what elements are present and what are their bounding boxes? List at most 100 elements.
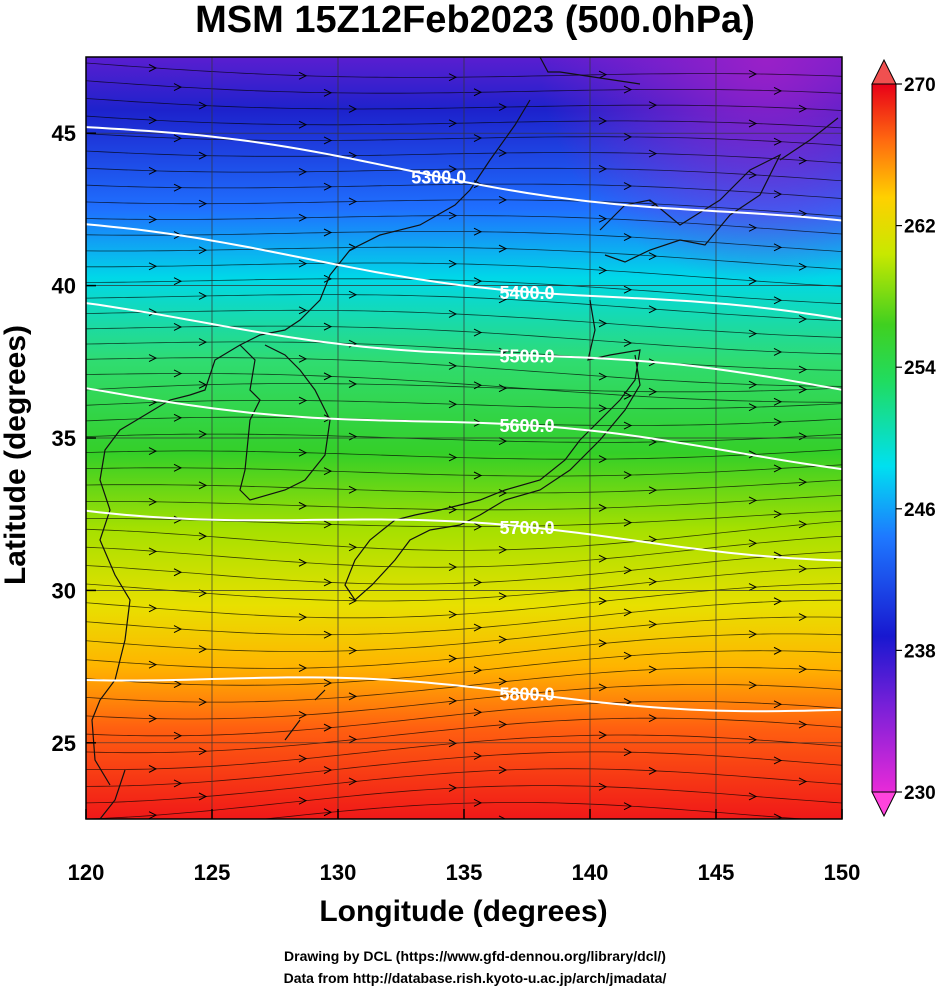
wind-arrow [348, 777, 358, 786]
wind-arrow [648, 437, 658, 446]
wind-arrow [323, 723, 333, 732]
wind-arrow [598, 597, 608, 605]
wind-arrow [348, 543, 358, 552]
y-axis-label: Latitude (degrees) [0, 324, 32, 586]
contour-line [86, 126, 842, 222]
coastline-taiwan [99, 769, 126, 819]
wind-arrow [748, 539, 758, 548]
coastline-china [91, 394, 191, 786]
wind-arrow [298, 501, 308, 510]
wind-arrow [148, 64, 158, 72]
wind-arrow [473, 134, 483, 142]
colorbar-tick-label: 270 [904, 75, 936, 96]
wind-arrow [773, 397, 783, 406]
wind-arrow [648, 149, 658, 158]
wind-arrow [173, 183, 183, 192]
wind-arrow [173, 277, 183, 286]
wind-arrow [773, 86, 783, 95]
colorbar-tick-label: 254 [904, 358, 936, 379]
wind-arrow [148, 497, 158, 506]
wind-arrow [498, 720, 508, 729]
wind-arrow [648, 577, 658, 586]
wind-arrow [198, 481, 208, 490]
wind-arrow [798, 564, 808, 573]
wind-arrow [198, 532, 208, 541]
wind-arrow [773, 243, 783, 252]
streamline [471, 818, 509, 819]
wind-arrow [748, 681, 758, 690]
coastline-hokkaido [599, 153, 782, 263]
wind-arrow [148, 604, 158, 613]
wind-arrow [323, 274, 333, 283]
wind-arrow [448, 654, 458, 663]
wind-arrow [298, 796, 308, 805]
wind-arrow [748, 329, 758, 338]
wind-arrow [173, 463, 183, 472]
coastline-kurils [779, 117, 839, 161]
wind-arrow [348, 646, 358, 655]
wind-arrow [498, 384, 508, 393]
wind-arrow [798, 720, 808, 729]
wind-arrow [498, 295, 508, 304]
wind-arrow [198, 430, 208, 439]
wind-arrow [323, 578, 333, 587]
wind-arrow [498, 148, 508, 157]
wind-arrow [448, 361, 458, 370]
contour-line [86, 509, 842, 562]
wind-arrow [598, 404, 608, 413]
wind-arrow [648, 766, 658, 775]
wind-arrow [198, 747, 208, 756]
wind-arrow [598, 70, 608, 79]
y-axis: 25 30 35 40 45 [52, 121, 96, 756]
wind-arrow [298, 448, 308, 457]
contour-line [86, 223, 842, 321]
wind-arrow [748, 70, 758, 78]
wind-arrow [148, 811, 158, 819]
wind-arrow [748, 119, 758, 128]
wind-arrow [498, 244, 508, 253]
y-tick-label: 35 [52, 426, 76, 451]
wind-arrow [198, 101, 208, 110]
wind-arrow [323, 630, 333, 639]
contour-label: 5400.0 [499, 283, 554, 303]
wind-arrow [473, 522, 483, 531]
wind-arrow [448, 563, 458, 572]
wind-arrow [623, 566, 633, 575]
colorbar-tick-label: 230 [904, 783, 936, 804]
wind-arrow [498, 815, 507, 819]
x-tick-label: 120 [68, 860, 105, 885]
wind-arrow [448, 259, 458, 268]
wind-arrow [148, 262, 158, 271]
x-axis-label: Longitude (degrees) [319, 895, 608, 928]
colorbar-scale [871, 83, 897, 793]
wind-arrow [298, 664, 308, 672]
wind-arrow [598, 731, 608, 740]
wind-arrow [773, 597, 783, 606]
wind-arrow [799, 834, 806, 841]
wind-arrow [148, 354, 158, 363]
wind-arrow [173, 83, 183, 92]
wind-arrow [598, 319, 608, 328]
contour-label: 5700.0 [499, 518, 554, 538]
wind-arrow [598, 503, 608, 512]
wind-arrow [598, 639, 608, 648]
colorbar-tick-label: 238 [904, 641, 936, 662]
coastlines [91, 57, 839, 819]
contour-label: 5300.0 [411, 168, 466, 188]
wind-arrow [198, 246, 208, 255]
wind-arrow [148, 547, 158, 556]
wind-arrow [598, 117, 608, 125]
contour-label: 5500.0 [499, 347, 554, 367]
y-tick-label: 30 [52, 578, 76, 603]
wind-arrow [498, 488, 508, 497]
wind-arrow [773, 700, 783, 709]
wind-arrow [748, 583, 758, 592]
wind-arrow [323, 136, 333, 145]
wind-arrow [473, 623, 483, 632]
wind-arrow [798, 385, 808, 394]
plot-area: 5300.0 5400.0 5500.0 5600.0 5700.0 5800.0 [86, 57, 842, 841]
wind-arrow [598, 214, 608, 223]
wind-arrow [773, 646, 783, 655]
wind-arrow [798, 315, 808, 323]
